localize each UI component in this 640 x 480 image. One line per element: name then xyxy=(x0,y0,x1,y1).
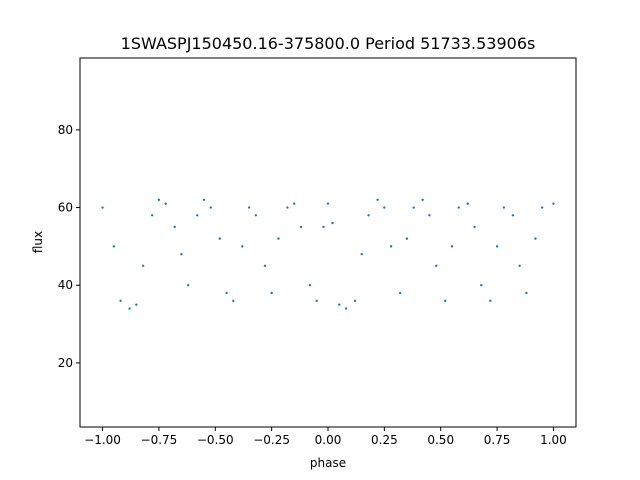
plot-frame xyxy=(79,57,577,428)
data-point xyxy=(101,206,104,209)
chart-title: 1SWASPJ150450.16-375800.0 Period 51733.5… xyxy=(121,34,536,53)
data-point xyxy=(540,206,544,209)
x-axis-ticks: −1.00 −0.75 −0.50 −0.25 0.00 0.25 0.50 0.75 1.00 xyxy=(84,427,567,447)
data-point xyxy=(128,307,131,310)
data-point xyxy=(518,264,521,268)
data-point xyxy=(232,299,235,302)
data-point xyxy=(489,299,492,302)
data-point xyxy=(180,252,183,256)
data-point xyxy=(428,214,431,217)
data-point xyxy=(141,264,145,268)
data-point xyxy=(187,284,190,287)
data-point xyxy=(480,284,483,287)
data-point xyxy=(173,225,176,229)
data-point xyxy=(202,198,206,201)
data-point xyxy=(457,206,460,209)
x-tick-label: −1.00 xyxy=(84,433,121,447)
data-point xyxy=(405,237,409,240)
data-point xyxy=(534,237,537,240)
y-axis-label: flux xyxy=(31,231,45,253)
data-point xyxy=(353,299,357,302)
data-point xyxy=(383,206,386,209)
data-point xyxy=(360,252,364,256)
data-point xyxy=(511,214,515,217)
x-tick-label: 1.00 xyxy=(540,433,567,447)
data-point xyxy=(119,299,122,302)
data-point xyxy=(338,303,341,306)
data-point xyxy=(225,291,228,295)
data-point xyxy=(308,284,312,287)
data-point xyxy=(299,225,303,229)
data-point xyxy=(389,245,393,248)
data-point xyxy=(241,245,244,248)
x-tick-label: 0.25 xyxy=(371,433,398,447)
data-point xyxy=(344,307,348,310)
data-point xyxy=(247,206,251,209)
data-point xyxy=(473,225,476,229)
data-point xyxy=(286,206,289,209)
data-point xyxy=(150,214,154,217)
y-axis-ticks: 20 40 60 80 xyxy=(58,123,80,370)
data-point xyxy=(326,202,330,205)
data-point xyxy=(421,198,424,201)
data-point xyxy=(552,202,555,205)
x-tick-label: −0.50 xyxy=(197,433,234,447)
x-tick-label: 0.75 xyxy=(484,433,511,447)
data-point xyxy=(435,264,438,268)
data-point xyxy=(398,291,402,295)
data-point xyxy=(315,299,318,302)
data-point xyxy=(218,237,221,240)
data-point xyxy=(466,202,469,205)
data-point xyxy=(292,202,296,205)
x-tick-label: 0.00 xyxy=(315,433,342,447)
x-tick-label: −0.75 xyxy=(141,433,178,447)
data-point xyxy=(157,198,161,201)
data-point xyxy=(164,202,167,205)
data-point xyxy=(450,245,454,248)
data-point xyxy=(525,291,528,295)
data-point xyxy=(209,206,212,209)
data-point xyxy=(112,245,116,248)
data-point xyxy=(412,206,415,209)
data-point xyxy=(444,299,447,302)
y-tick-label: 80 xyxy=(58,123,73,137)
x-tick-label: 0.50 xyxy=(427,433,454,447)
data-point xyxy=(322,225,325,229)
data-point xyxy=(196,214,199,217)
data-point xyxy=(495,245,499,248)
data-point xyxy=(331,221,334,225)
data-point xyxy=(277,237,280,240)
data-point xyxy=(254,214,258,217)
y-tick-label: 20 xyxy=(58,356,73,370)
data-point xyxy=(367,214,370,217)
y-tick-label: 60 xyxy=(58,201,73,215)
x-axis-label: phase xyxy=(310,456,346,470)
data-point xyxy=(270,291,273,295)
y-tick-label: 40 xyxy=(58,278,73,292)
data-point xyxy=(376,198,379,201)
data-point xyxy=(502,206,506,209)
x-tick-label: −0.25 xyxy=(253,433,290,447)
data-point xyxy=(135,303,138,306)
data-points xyxy=(101,198,555,310)
data-point xyxy=(263,264,267,268)
